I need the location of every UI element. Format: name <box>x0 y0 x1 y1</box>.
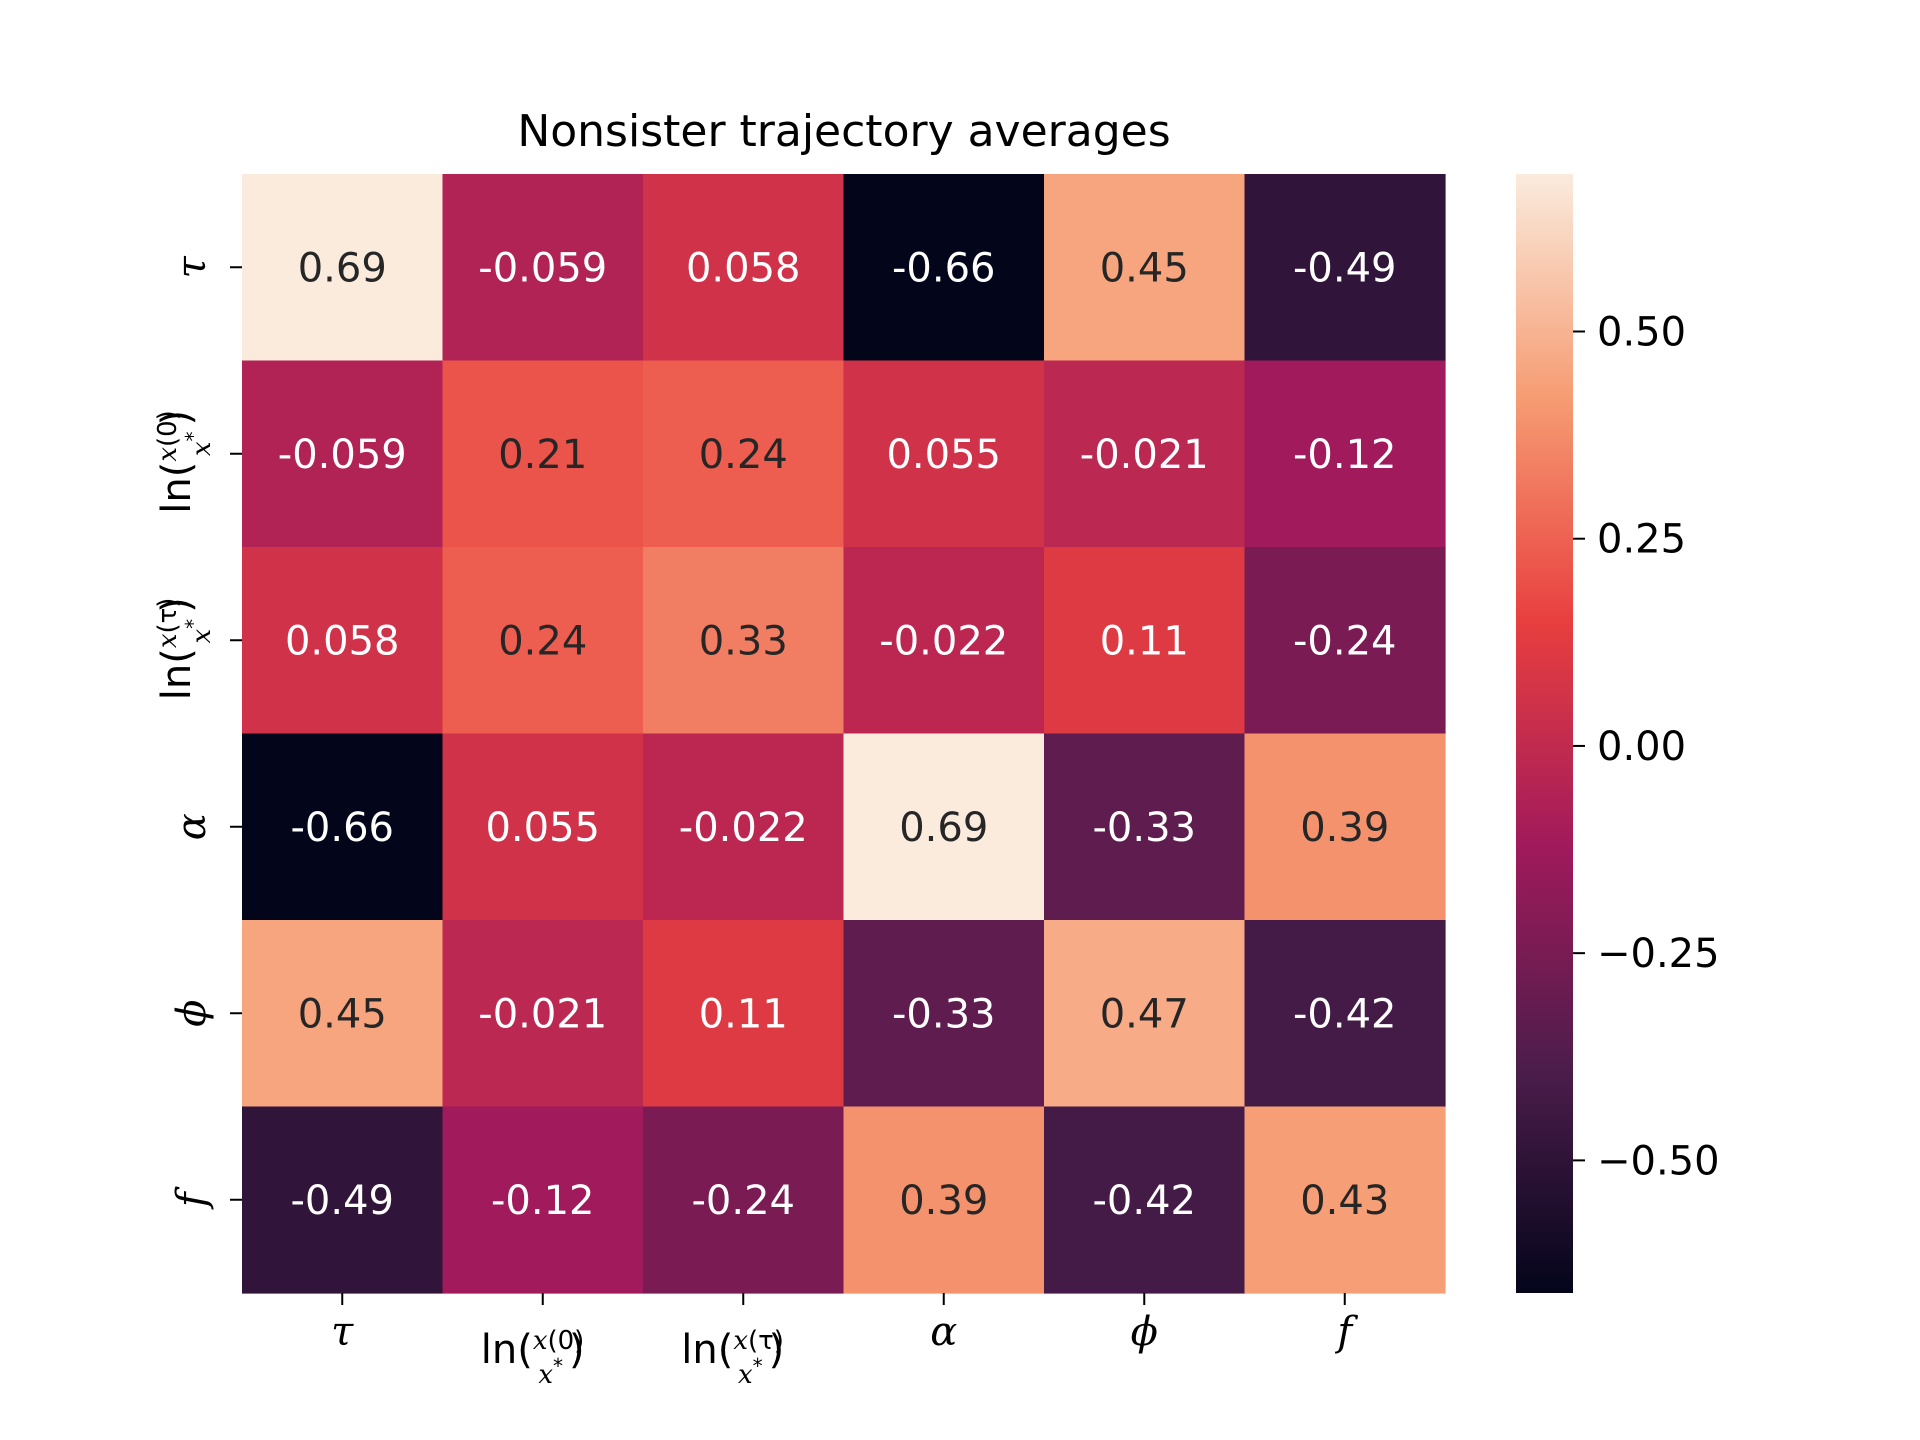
axis-tick-label: α <box>169 813 215 840</box>
heatmap-cell-r5-c0 <box>242 1106 444 1294</box>
axis-tick-label: ϕ <box>1131 1309 1158 1355</box>
axis-tick-label: ϕ <box>169 1000 215 1027</box>
colorbar-tick-label: 0.50 <box>1597 309 1686 355</box>
heatmap-cells: 0.69 -0.059 0.058 -0.66 0.45 -0.49 -0.059 0.21 0… <box>242 174 1446 1294</box>
y-axis-ticks: τ ln(x(0)x*) ln(x(τ)x*) α ϕ f <box>153 255 242 1210</box>
chart-title: Nonsister trajectory averages <box>517 106 1170 157</box>
cell-value-label: -0.33 <box>1093 805 1197 851</box>
cell-value-label: 0.33 <box>699 618 788 664</box>
heatmap-cell-r2-c2 <box>643 547 845 735</box>
heatmap-cell-r0-c2 <box>643 174 845 362</box>
heatmap-cell-r2-c3 <box>843 547 1045 735</box>
x-axis-ticks: τ ln(x(0) x*) ln(x(τ) x*) α ϕ f <box>331 1293 1358 1390</box>
heatmap-cell-r1-c2 <box>643 360 845 548</box>
heatmap-cell-r2-c4 <box>1044 547 1246 735</box>
cell-value-label: -0.12 <box>491 1178 595 1224</box>
heatmap-cell-r0-c3 <box>843 174 1045 362</box>
colorbar-tick-label: 0.25 <box>1597 517 1686 563</box>
cell-value-label: 0.24 <box>498 618 587 664</box>
cell-value-label: 0.69 <box>899 805 988 851</box>
cell-value-label: -0.021 <box>1080 432 1209 478</box>
cell-value-label: 0.39 <box>899 1178 988 1224</box>
heatmap-cell-r4-c5 <box>1244 920 1446 1108</box>
heatmap-cell-r1-c5 <box>1244 360 1446 548</box>
cell-value-label: 0.47 <box>1100 991 1189 1037</box>
cell-value-label: 0.055 <box>485 805 600 851</box>
heatmap-cell-r1-c4 <box>1044 360 1246 548</box>
colorbar-tick-label: −0.50 <box>1597 1138 1720 1184</box>
colorbar-tick-label: −0.25 <box>1597 931 1720 977</box>
cell-value-label: -0.021 <box>478 991 607 1037</box>
cell-value-label: 0.11 <box>699 991 788 1037</box>
heatmap-cell-r3-c2 <box>643 733 845 921</box>
heatmap-cell-r4-c3 <box>843 920 1045 1108</box>
cell-value-label: 0.24 <box>699 432 788 478</box>
heatmap-cell-r2-c0 <box>242 547 444 735</box>
heatmap-cell-r4-c1 <box>442 920 644 1108</box>
heatmap-cell-r3-c4 <box>1044 733 1246 921</box>
heatmap-cell-r5-c2 <box>643 1106 845 1294</box>
heatmap-cell-r4-c2 <box>643 920 845 1108</box>
cell-value-label: -0.24 <box>692 1178 796 1224</box>
colorbar: 0.50 0.25 0.00 −0.25 −0.50 <box>1516 174 1720 1293</box>
cell-value-label: -0.42 <box>1293 991 1397 1037</box>
cell-value-label: 0.21 <box>498 432 587 478</box>
axis-tick-label: f <box>1334 1309 1358 1355</box>
cell-value-label: 0.11 <box>1100 618 1189 664</box>
cell-value-label: -0.059 <box>278 432 407 478</box>
axis-tick-label: ln(x(τ)x*) <box>153 597 217 700</box>
cell-value-label: 0.058 <box>686 245 801 291</box>
heatmap-cell-r5-c1 <box>442 1106 644 1294</box>
heatmap-cell-r3-c5 <box>1244 733 1446 921</box>
heatmap-cell-r1-c1 <box>442 360 644 548</box>
cell-value-label: -0.42 <box>1093 1178 1197 1224</box>
heatmap-cell-r1-c3 <box>843 360 1045 548</box>
cell-value-label: 0.45 <box>1100 245 1189 291</box>
cell-value-label: -0.24 <box>1293 618 1397 664</box>
cell-value-label: -0.12 <box>1293 432 1397 478</box>
heatmap-cell-r5-c4 <box>1044 1106 1246 1294</box>
axis-tick-label: ln(x(0)x*) <box>153 410 217 514</box>
colorbar-tick-label: 0.00 <box>1597 724 1686 770</box>
heatmap-cell-r4-c4 <box>1044 920 1246 1108</box>
heatmap-cell-r0-c4 <box>1044 174 1246 362</box>
heatmap-cell-r3-c3 <box>843 733 1045 921</box>
cell-value-label: 0.39 <box>1300 805 1389 851</box>
heatmap-cell-r2-c1 <box>442 547 644 735</box>
cell-value-label: -0.022 <box>679 805 808 851</box>
cell-value-label: -0.49 <box>291 1178 395 1224</box>
axis-tick-label: α <box>930 1309 957 1355</box>
heatmap-cell-r5-c5 <box>1244 1106 1446 1294</box>
cell-value-label: -0.49 <box>1293 245 1397 291</box>
cell-value-label: 0.45 <box>298 991 387 1037</box>
heatmap-cell-r4-c0 <box>242 920 444 1108</box>
heatmap-cell-r3-c0 <box>242 733 444 921</box>
axis-tick-label: τ <box>331 1309 354 1355</box>
cell-value-label: -0.66 <box>291 805 395 851</box>
cell-value-label: 0.69 <box>298 245 387 291</box>
cell-value-label: -0.66 <box>892 245 996 291</box>
axis-tick-label: ln(x(τ)x*) <box>681 1326 784 1390</box>
cell-value-label: 0.43 <box>1300 1178 1389 1224</box>
axis-tick-label: ln(x(0)x*) <box>481 1326 585 1390</box>
heatmap-cell-r0-c0 <box>242 174 444 362</box>
cell-value-label: -0.059 <box>478 245 607 291</box>
axis-tick-label: f <box>169 1186 215 1210</box>
cell-value-label: 0.058 <box>285 618 400 664</box>
cell-value-label: -0.022 <box>879 618 1008 664</box>
cell-value-label: -0.33 <box>892 991 996 1037</box>
heatmap-cell-r5-c3 <box>843 1106 1045 1294</box>
axis-tick-label: τ <box>169 255 215 278</box>
heatmap-cell-r0-c1 <box>442 174 644 362</box>
heatmap-cell-r2-c5 <box>1244 547 1446 735</box>
heatmap-cell-r1-c0 <box>242 360 444 548</box>
cell-value-label: 0.055 <box>886 432 1001 478</box>
heatmap-cell-r0-c5 <box>1244 174 1446 362</box>
colorbar-gradient <box>1516 174 1573 1293</box>
heatmap-cell-r3-c1 <box>442 733 644 921</box>
